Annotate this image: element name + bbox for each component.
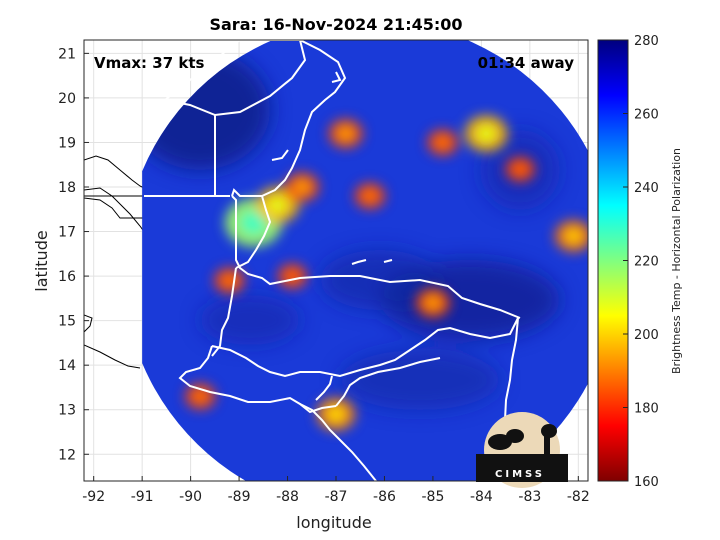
logo-text: CIMSS [495, 469, 545, 480]
x-tick-label: -91 [131, 489, 154, 505]
coastlines [144, 40, 521, 481]
pacific-coast-west [84, 344, 141, 369]
y-tick-label: 14 [58, 358, 76, 374]
logo-tower-top [541, 424, 557, 438]
cimss-logo: CIMSS [476, 412, 568, 488]
border-honduras-south [211, 317, 519, 378]
colorbar: 280 260 240 220 200 180 160 Brightness Temp - … [597, 34, 683, 490]
island-cozumel-area [271, 149, 289, 161]
x-tick-label: -83 [518, 489, 541, 505]
x-tick-label: -90 [179, 489, 202, 505]
coast-quintana-roo [231, 40, 347, 197]
island-cozumel [331, 71, 342, 83]
coast-pacific-guatemala [178, 345, 337, 414]
y-tick-label: 12 [58, 447, 76, 463]
colorbar-tick-label: 200 [634, 328, 659, 343]
y-tick-label: 15 [58, 314, 76, 330]
warm-area-core [240, 211, 267, 235]
y-tick-label: 19 [58, 135, 76, 151]
warm-area-core [425, 296, 441, 310]
eta-label: 01:34 away [478, 54, 575, 72]
island-bay-2 [383, 259, 393, 263]
colorbar-tick-label: 160 [634, 475, 659, 490]
x-axis-ticks: -92 -91 -90 -89 -88 -87 -86 -85 -84 -83 -82 [82, 476, 590, 505]
warm-area-core [363, 189, 377, 203]
colorbar-label: Brightness Temp - Horizontal Polarizatio… [670, 148, 683, 374]
border-nicaragua-north [335, 357, 441, 407]
x-tick-label: -82 [567, 489, 590, 505]
y-tick-label: 17 [58, 225, 76, 241]
warm-area-core [338, 126, 354, 141]
vmax-label: Vmax: 37 kts [94, 54, 204, 72]
colorbar-tick-label: 260 [634, 108, 659, 123]
island-bay-1 [351, 259, 367, 265]
warm-area-core [327, 406, 345, 422]
x-tick-label: -92 [82, 489, 105, 505]
x-tick-label: -86 [373, 489, 396, 505]
warm-area-core [435, 136, 450, 149]
x-tick-label: -85 [421, 489, 444, 505]
x-tick-label: -87 [325, 489, 348, 505]
x-tick-label: -88 [276, 489, 299, 505]
y-axis-label: latitude [32, 230, 51, 291]
x-tick-label: -89 [228, 489, 251, 505]
colorbar-tick-label: 280 [634, 34, 659, 49]
warm-area-core [476, 124, 496, 143]
warm-area-core [513, 163, 527, 176]
warm-area-core [268, 196, 288, 214]
warm-area-core [294, 180, 310, 194]
coast-stub [84, 314, 93, 333]
coast-pacific-nicaragua [299, 403, 377, 481]
border-el-salvador [315, 375, 333, 401]
logo-base [476, 454, 568, 482]
warm-areas [185, 115, 588, 431]
logo-dish-1 [488, 434, 512, 450]
warm-area-core [565, 228, 582, 244]
y-tick-label: 16 [58, 269, 76, 285]
colorbar-tick-label: 180 [634, 402, 659, 417]
plot-title: Sara: 16-Nov-2024 21:45:00 [209, 15, 462, 34]
y-tick-label: 18 [58, 180, 76, 196]
coast-nicaragua-east [504, 317, 519, 421]
coast-belize [235, 195, 272, 269]
y-tick-label: 13 [58, 403, 76, 419]
y-tick-label: 21 [58, 46, 76, 62]
x-tick-label: -84 [470, 489, 493, 505]
warm-area-core [193, 390, 208, 403]
y-tick-label: 20 [58, 91, 76, 107]
colorbar-tick-label: 220 [634, 255, 659, 270]
yucatan-state-border [164, 40, 307, 117]
y-axis-ticks: 21 20 19 18 17 16 15 14 13 12 [58, 46, 89, 463]
colorbar-tick-label: 240 [634, 181, 659, 196]
x-axis-label: longitude [296, 513, 371, 532]
colorbar-ticks: 280 260 240 220 200 180 160 [623, 34, 659, 490]
logo-dish-2 [506, 429, 524, 443]
coast-yucatan-north [164, 40, 241, 101]
logo-tower [544, 436, 550, 456]
